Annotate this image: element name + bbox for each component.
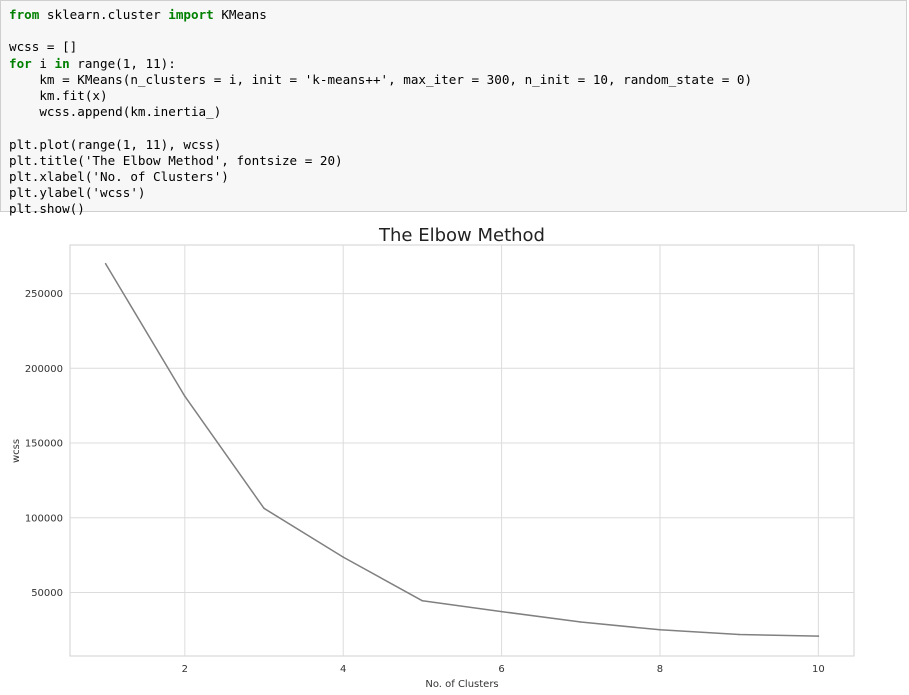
x-axis-label: No. of Clusters xyxy=(425,679,498,690)
elbow-chart: 2 4 6 8 10 50000 100000 150000 200000 250000 The … xyxy=(11,225,855,690)
plot-area-background xyxy=(69,244,855,657)
grid-lines xyxy=(70,245,854,656)
code-line[interactable]: plt.plot(range(1, 11), wcss) xyxy=(9,136,222,152)
code-line[interactable]: plt.xlabel('No. of Clusters') xyxy=(9,168,229,184)
code-line[interactable]: km = KMeans(n_clusters = i, init = 'k-me… xyxy=(9,71,753,87)
code-line[interactable]: plt.ylabel('wcss') xyxy=(9,185,146,201)
y-tick-label: 150000 xyxy=(25,439,63,450)
code-cell[interactable]: from sklearn.cluster import KMeans wcss … xyxy=(0,0,907,216)
wcss-data-point xyxy=(817,635,820,637)
wcss-data-point xyxy=(659,628,661,631)
code-editor[interactable]: from sklearn.cluster import KMeans wcss … xyxy=(1,1,906,217)
y-tick-label: 200000 xyxy=(25,364,63,375)
code-line[interactable] xyxy=(9,120,906,136)
y-axis-label: wcss xyxy=(11,439,22,463)
wcss-data-point xyxy=(738,633,740,636)
y-tick-label: 250000 xyxy=(25,289,63,300)
code-line[interactable]: plt.title('The Elbow Method', fontsize =… xyxy=(9,152,343,168)
x-tick-label: 10 xyxy=(812,664,825,675)
x-tick-label: 8 xyxy=(657,664,663,675)
wcss-data-point xyxy=(500,610,503,613)
y-tick-label: 50000 xyxy=(31,588,63,599)
x-tick-label: 2 xyxy=(182,664,188,675)
wcss-data-point xyxy=(104,262,107,265)
wcss-data-point xyxy=(342,556,345,558)
code-line[interactable]: plt.show() xyxy=(9,201,85,217)
code-line[interactable] xyxy=(9,23,906,39)
y-tick-label: 100000 xyxy=(25,513,63,524)
chart-title: The Elbow Method xyxy=(378,225,545,246)
wcss-data-point xyxy=(184,395,186,397)
tick-labels: 2 4 6 8 10 50000 100000 150000 200000 250000 xyxy=(25,289,825,675)
wcss-data-point xyxy=(421,599,424,602)
code-line[interactable]: from sklearn.cluster import KMeans xyxy=(9,7,267,22)
series-layer xyxy=(104,262,820,637)
wcss-series-line xyxy=(104,263,819,637)
x-tick-label: 4 xyxy=(340,664,346,675)
code-line[interactable]: km.fit(x) xyxy=(9,87,108,103)
code-line[interactable]: for i in range(1, 11): xyxy=(9,55,176,71)
code-line[interactable]: wcss.append(km.inertia_) xyxy=(9,104,222,120)
code-line[interactable]: wcss = [] xyxy=(9,39,78,55)
x-tick-label: 6 xyxy=(498,664,504,675)
wcss-data-point xyxy=(579,621,582,623)
wcss-data-point xyxy=(263,507,265,510)
